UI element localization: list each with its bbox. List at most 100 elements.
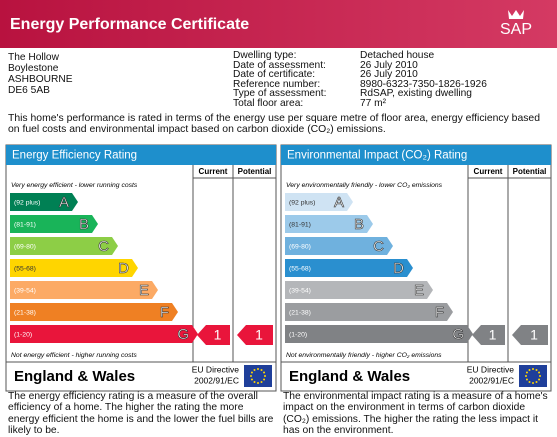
band-letter: G (452, 326, 464, 343)
description: The energy efficiency rating is a measur… (8, 391, 274, 436)
eu-star (264, 375, 266, 377)
eu-star (263, 371, 266, 374)
address-line: Boylestone (8, 63, 59, 74)
directive: EU Directive (192, 364, 240, 374)
band-letter: F (160, 304, 169, 321)
header-bar (0, 0, 557, 48)
bottom-caption: Not energy efficient - higher running co… (11, 352, 137, 359)
detail-label: Type of assessment: (233, 88, 327, 100)
description: The environmental impact rating is a mea… (283, 391, 548, 436)
detail-value: 8980-6323-7350-1826-1926 (360, 78, 487, 90)
eu-star (250, 378, 253, 381)
rating-value: 1 (530, 327, 538, 343)
band-bar (10, 281, 158, 299)
rating-value: 1 (214, 327, 222, 343)
band-letter: D (118, 260, 129, 277)
band-bar (285, 281, 433, 299)
band-bar (285, 193, 353, 211)
band-bar (285, 215, 373, 233)
band-bar (10, 303, 178, 321)
address-line: ASHBOURNE (8, 74, 73, 85)
eu-star (525, 378, 528, 381)
rating-arrow (512, 325, 548, 345)
band-bar (285, 259, 413, 277)
detail-label: Date of certificate: (233, 69, 316, 81)
directive: 2002/91/EC (194, 375, 239, 385)
band-letter: C (98, 238, 109, 255)
band-range: (39-54) (289, 287, 311, 294)
band-letter: E (139, 282, 149, 299)
detail-label: Dwelling type: (233, 50, 297, 61)
panel-title: Environmental Impact (CO₂) Rating (287, 150, 467, 162)
panel-title-bar (281, 145, 551, 165)
band-letter: B (79, 216, 89, 233)
eu-star (260, 368, 263, 371)
address-line: The Hollow (8, 52, 59, 63)
panel-title-bar (6, 145, 276, 165)
region: England & Wales (14, 368, 135, 385)
band-bar (10, 325, 198, 343)
column-header: Current (199, 167, 228, 176)
address: The Hollow Boylestone ASHBOURNE DE6 5AB (8, 52, 73, 96)
eu-star (253, 381, 256, 384)
band-bar (10, 259, 138, 277)
detail-value: Detached house (360, 50, 435, 61)
detail-value: RdSAP, existing dwelling (360, 88, 472, 100)
directive: EU Directive (467, 364, 515, 374)
detail-label: Date of assessment: (233, 59, 326, 71)
band-letter: F (435, 304, 444, 321)
eu-star (532, 382, 534, 384)
detail-value: 26 July 2010 (360, 69, 418, 81)
rating-value: 1 (489, 327, 497, 343)
band-letter: C (373, 238, 384, 255)
eu-star (257, 382, 259, 384)
eu-star (535, 368, 538, 371)
eu-star (250, 375, 252, 377)
rating-arrow (472, 325, 505, 345)
eu-flag (244, 365, 272, 387)
eu-star (538, 371, 541, 374)
eu-star (260, 381, 263, 384)
top-caption: Very energy efficient - lower running co… (11, 182, 138, 189)
eu-star (532, 368, 534, 370)
detail-label: Total floor area: (233, 97, 304, 109)
band-letter: A (334, 194, 344, 211)
header-title: Energy Performance Certificate (10, 16, 249, 33)
detail-labels: Dwelling type: Date of assessment: Date of… (233, 51, 326, 109)
bottom-caption: Not environmentally friendly - higher CO… (286, 352, 442, 359)
crown-icon (508, 10, 524, 19)
eu-star (528, 368, 531, 371)
directive: 2002/91/EC (469, 375, 514, 385)
band-range: (55-68) (289, 265, 311, 272)
band-range: (1-20) (14, 331, 32, 338)
eu-star (253, 368, 256, 371)
detail-label: Reference number: (233, 78, 321, 90)
band-range: (55-68) (14, 265, 36, 272)
band-range: (39-54) (14, 287, 36, 294)
band-range: (92 plus) (289, 199, 315, 206)
band-letter: E (414, 282, 424, 299)
band-range: (21-38) (289, 309, 311, 316)
address-line: DE6 5AB (8, 85, 50, 96)
band-letter: G (177, 326, 189, 343)
band-bar (10, 215, 98, 233)
band-range: (1-20) (289, 331, 307, 338)
band-bar (10, 193, 78, 211)
eu-star (539, 375, 541, 377)
band-bar (10, 237, 118, 255)
column-header: Potential (238, 167, 272, 176)
band-range: (21-38) (14, 309, 36, 316)
band-letter: D (393, 260, 404, 277)
eu-star (250, 371, 253, 374)
eu-star (257, 368, 259, 370)
rating-value: 1 (255, 327, 263, 343)
band-range: (69-80) (289, 243, 311, 250)
band-range: (81-91) (14, 221, 36, 228)
panel-title: Energy Efficiency Rating (12, 150, 137, 162)
detail-value: 77 m² (360, 97, 387, 109)
column-header: Current (474, 167, 503, 176)
eu-star (538, 378, 541, 381)
band-range: (69-80) (14, 243, 36, 250)
eu-star (528, 381, 531, 384)
